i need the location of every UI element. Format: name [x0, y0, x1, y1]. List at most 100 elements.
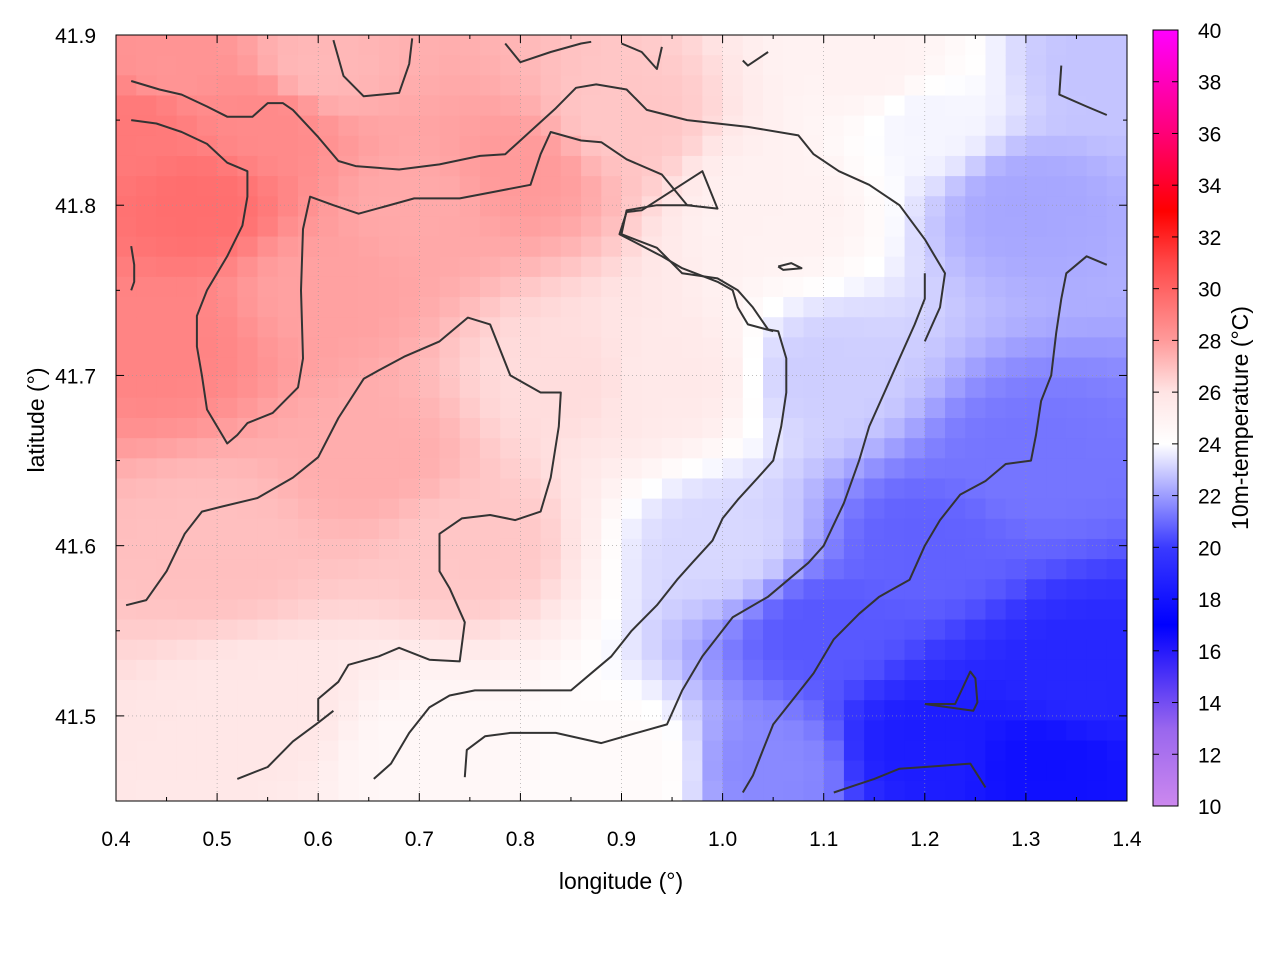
- heatmap-cell: [136, 659, 158, 681]
- x-tick-label: 0.9: [607, 828, 636, 851]
- heatmap-cell: [1005, 135, 1027, 157]
- heatmap-cell: [904, 780, 926, 801]
- heatmap-cell: [399, 155, 420, 177]
- heatmap-cell: [621, 115, 643, 137]
- heatmap-cell: [904, 438, 926, 459]
- heatmap-cell: [985, 538, 1007, 560]
- heatmap-cell: [560, 397, 582, 419]
- heatmap-cell: [661, 458, 683, 480]
- heatmap-cell: [116, 75, 137, 97]
- heatmap-cell: [156, 337, 178, 359]
- heatmap-cell: [864, 659, 885, 681]
- heatmap-cell: [924, 357, 946, 379]
- heatmap-cell: [945, 135, 966, 157]
- heatmap-cell: [904, 337, 926, 359]
- heatmap-cell: [297, 216, 319, 238]
- heatmap-cell: [1025, 357, 1047, 379]
- heatmap-cell: [500, 397, 521, 419]
- heatmap-cell: [176, 35, 198, 56]
- heatmap-cell: [1066, 659, 1088, 681]
- heatmap-cell: [682, 538, 703, 560]
- heatmap-cell: [1086, 579, 1108, 601]
- heatmap-cell: [1106, 216, 1127, 238]
- heatmap-cell: [439, 337, 461, 359]
- heatmap-cell: [156, 176, 178, 197]
- heatmap-cell: [823, 418, 845, 439]
- heatmap-cell: [439, 700, 461, 721]
- heatmap-cell: [1066, 760, 1088, 782]
- heatmap-cell: [399, 418, 420, 439]
- heatmap-cell: [237, 780, 259, 801]
- heatmap-cell: [904, 276, 926, 298]
- heatmap-cell: [864, 478, 885, 500]
- heatmap-cell: [378, 659, 400, 681]
- heatmap-cell: [965, 75, 987, 97]
- heatmap-cell: [601, 236, 623, 258]
- heatmap-cell: [742, 760, 764, 782]
- heatmap-cell: [520, 438, 542, 459]
- heatmap-cell: [581, 95, 602, 117]
- heatmap-cell: [277, 639, 299, 661]
- heatmap-cell: [116, 55, 137, 76]
- heatmap-cell: [156, 518, 178, 540]
- heatmap-cell: [682, 498, 703, 520]
- heatmap-cell: [277, 478, 299, 500]
- heatmap-cell: [763, 55, 784, 76]
- heatmap-cell: [823, 176, 845, 197]
- heatmap-cell: [682, 458, 703, 480]
- heatmap-cell: [965, 720, 987, 742]
- heatmap-cell: [1005, 680, 1027, 701]
- heatmap-cell: [682, 740, 703, 762]
- heatmap-cell: [601, 458, 623, 480]
- heatmap-cell: [439, 55, 461, 76]
- heatmap-cell: [1005, 55, 1027, 76]
- heatmap-cell: [722, 680, 744, 701]
- heatmap-cell: [783, 659, 805, 681]
- heatmap-cell: [1086, 115, 1108, 137]
- heatmap-cell: [277, 236, 299, 258]
- heatmap-cell: [924, 498, 946, 520]
- heatmap-cell: [945, 176, 966, 197]
- heatmap-cell: [116, 297, 137, 318]
- heatmap-cell: [1106, 196, 1127, 218]
- heatmap-cell: [601, 75, 623, 97]
- heatmap-cell: [540, 357, 562, 379]
- heatmap-cell: [702, 458, 724, 480]
- heatmap-cell: [641, 317, 663, 338]
- heatmap-cell: [945, 317, 966, 338]
- heatmap-cell: [217, 236, 238, 258]
- heatmap-cell: [722, 579, 744, 601]
- heatmap-cell: [176, 357, 198, 379]
- heatmap-cell: [479, 35, 501, 56]
- heatmap-cell: [601, 700, 623, 721]
- heatmap-cell: [1025, 639, 1047, 661]
- heatmap-cell: [217, 55, 238, 76]
- heatmap-cell: [277, 216, 299, 238]
- heatmap-cell: [479, 780, 501, 801]
- heatmap-cell: [439, 196, 461, 218]
- heatmap-cell: [945, 155, 966, 177]
- heatmap-cell: [641, 760, 663, 782]
- heatmap-cell: [1106, 458, 1127, 480]
- heatmap-cell: [257, 599, 279, 621]
- heatmap-cell: [156, 397, 178, 419]
- heatmap-cell: [904, 35, 926, 56]
- heatmap-cell: [803, 659, 825, 681]
- heatmap-cell: [136, 337, 158, 359]
- heatmap-cell: [318, 236, 340, 258]
- heatmap-cell: [682, 720, 703, 742]
- heatmap-cell: [682, 297, 703, 318]
- heatmap-cell: [500, 599, 521, 621]
- heatmap-cell: [581, 700, 602, 721]
- heatmap-cell: [338, 458, 360, 480]
- heatmap-cell: [1106, 176, 1127, 197]
- heatmap-cell: [682, 337, 703, 359]
- heatmap-cell: [338, 760, 360, 782]
- heatmap-cell: [560, 458, 582, 480]
- heatmap-cell: [641, 619, 663, 641]
- heatmap-cell: [661, 317, 683, 338]
- heatmap-cell: [763, 599, 784, 621]
- heatmap-cell: [1025, 176, 1047, 197]
- heatmap-cell: [601, 337, 623, 359]
- heatmap-cell: [1086, 75, 1108, 97]
